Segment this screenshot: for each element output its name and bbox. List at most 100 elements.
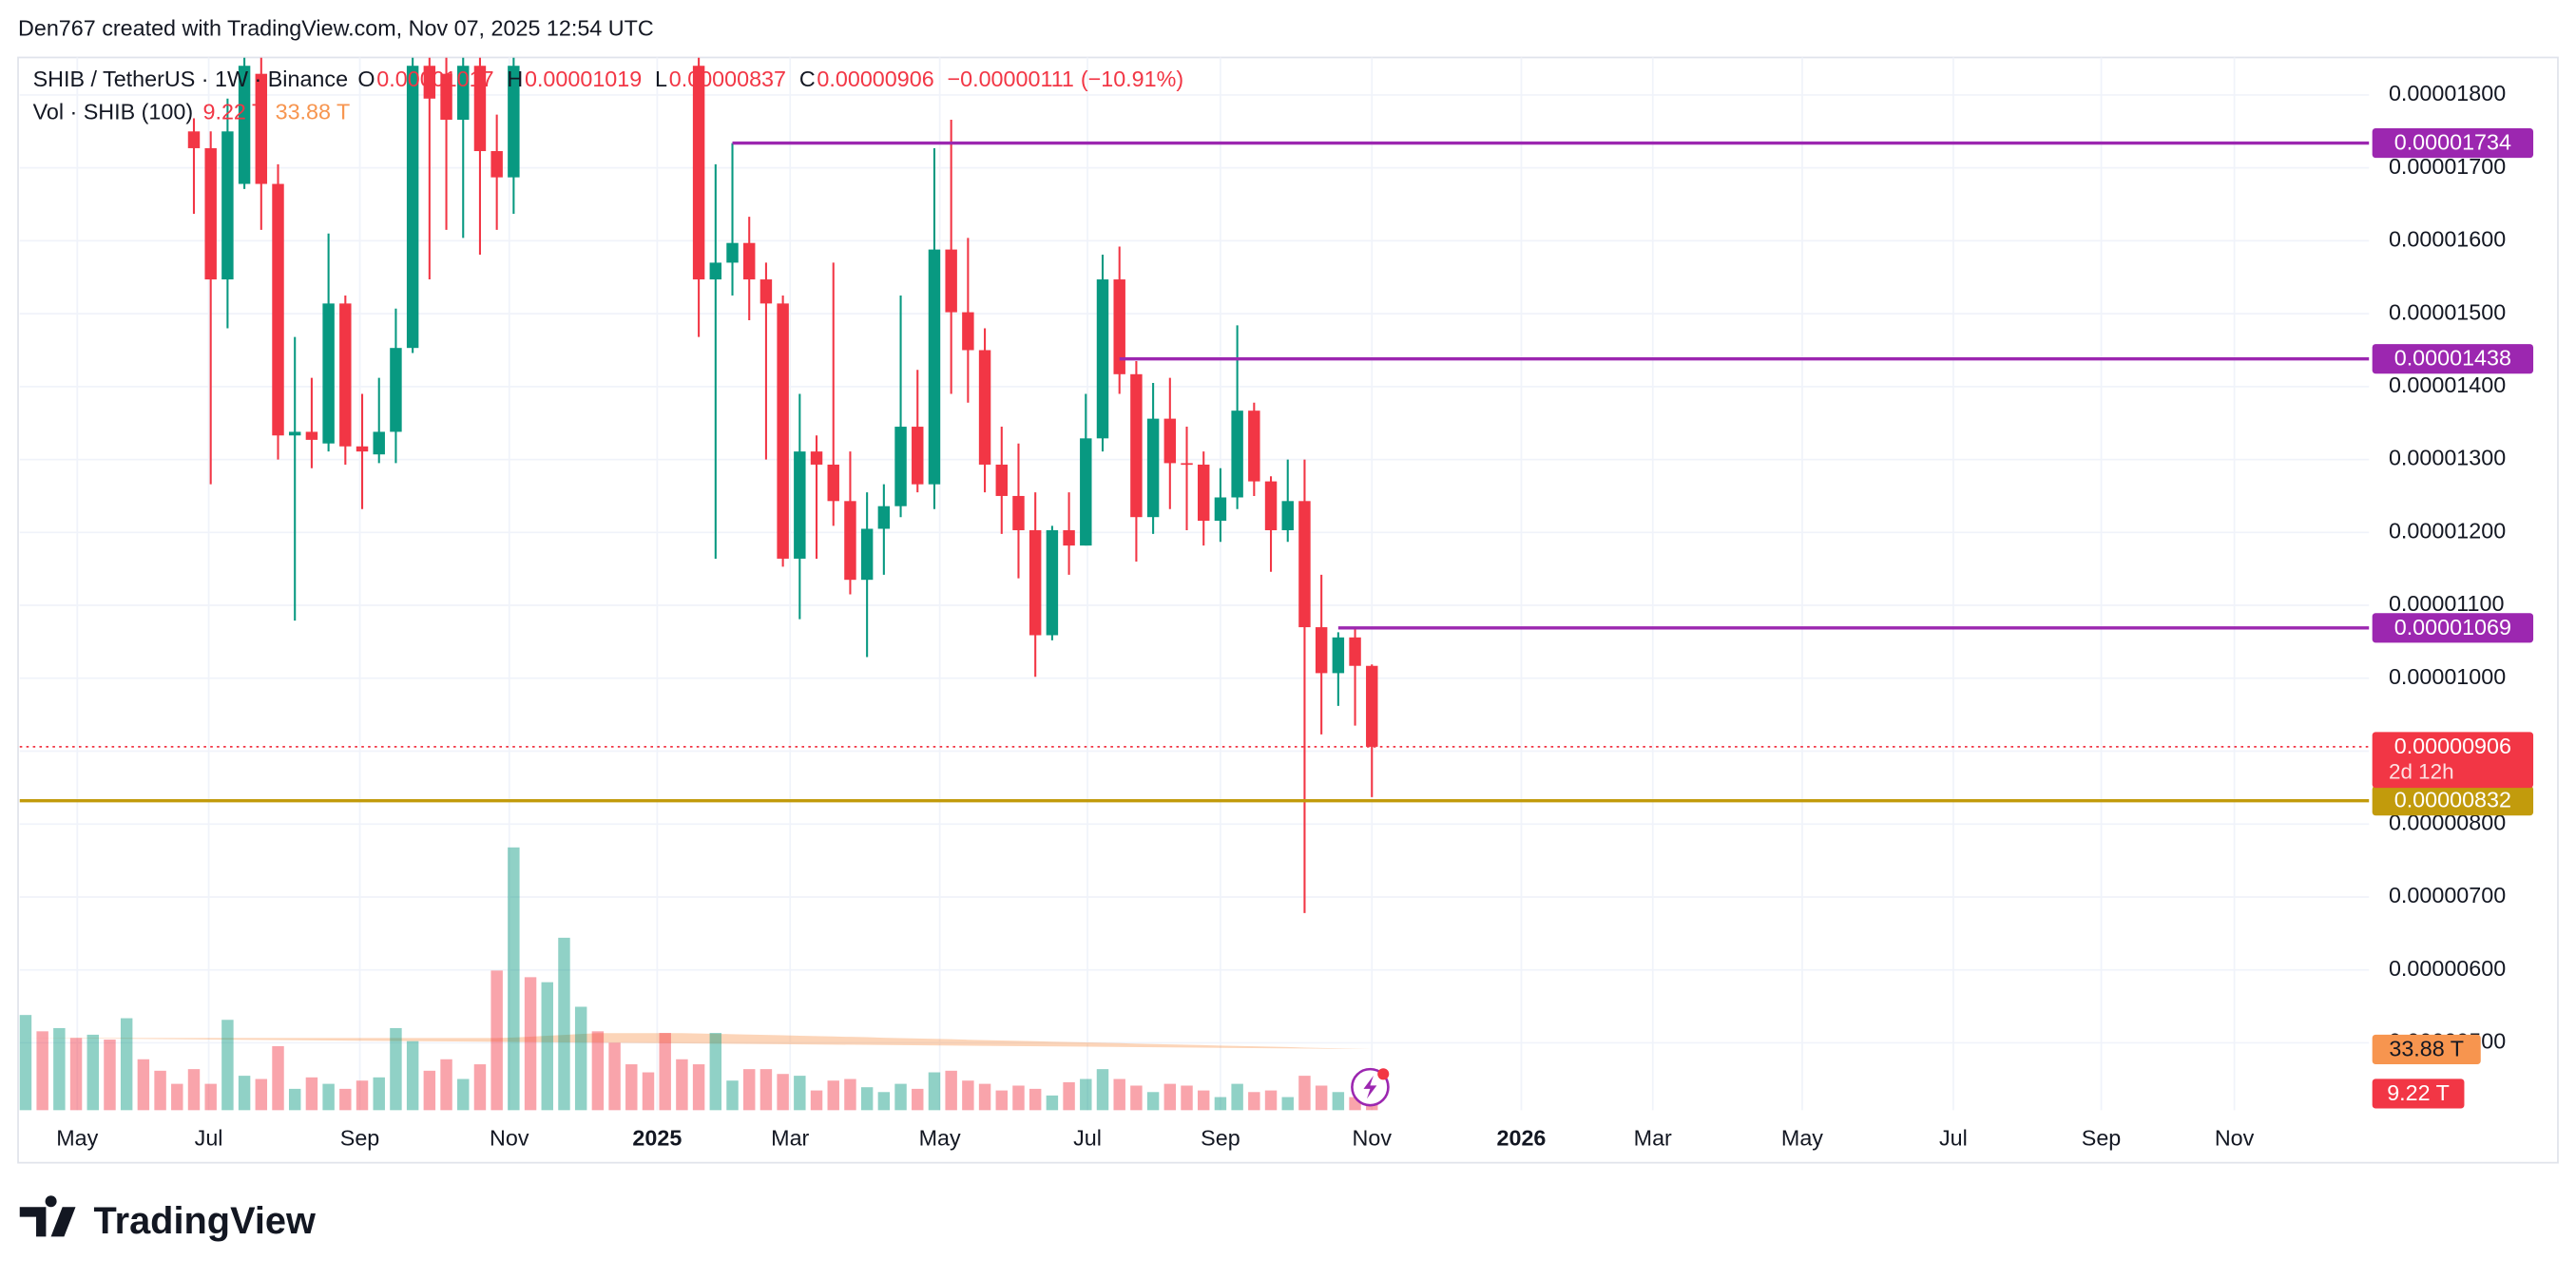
- candle-body: [221, 131, 234, 280]
- volume-bar: [1298, 1076, 1311, 1111]
- x-tick-label: Sep: [1201, 1126, 1240, 1151]
- replay-icon[interactable]: [1351, 1067, 1390, 1107]
- candle-body: [1248, 410, 1260, 482]
- candle-body: [322, 303, 335, 444]
- ohlc-value: 0.00001017: [376, 67, 493, 91]
- volume-bar: [912, 1088, 924, 1111]
- volume-bar: [978, 1083, 991, 1111]
- volume-bar: [1130, 1085, 1143, 1111]
- candle-body: [1281, 501, 1294, 531]
- volume-bar: [1315, 1085, 1328, 1111]
- volume-bar: [1264, 1090, 1278, 1111]
- volume-bar: [794, 1076, 806, 1111]
- ohlc-name: L: [655, 67, 667, 91]
- volume-bar: [1080, 1079, 1092, 1111]
- ohlc-name: C: [799, 67, 816, 91]
- volume-bar: [322, 1083, 335, 1111]
- volume-bar: [390, 1027, 402, 1111]
- volume-bar: [305, 1077, 318, 1111]
- logo[interactable]: TradingView: [19, 1195, 316, 1242]
- ohlc-name: O: [357, 67, 375, 91]
- volume-bar: [440, 1059, 452, 1111]
- volume-bar: [1214, 1097, 1227, 1111]
- volume-bar: [777, 1074, 789, 1111]
- candle-body: [709, 262, 722, 280]
- volume-bar: [1181, 1085, 1193, 1111]
- candle-body: [1012, 495, 1025, 531]
- brand: TradingView: [94, 1200, 316, 1242]
- candle-body: [1028, 530, 1042, 636]
- candle-body: [962, 312, 974, 351]
- x-tick-label: Sep: [340, 1126, 380, 1151]
- candle-body: [457, 66, 470, 121]
- candle-body: [995, 464, 1008, 496]
- volume-bar: [373, 1077, 385, 1111]
- candle-body: [423, 66, 436, 99]
- volume-bar: [945, 1070, 957, 1111]
- volume-bar: [1146, 1092, 1160, 1111]
- volume-bar: [1113, 1079, 1125, 1111]
- last-price-label: 0.00000906: [2394, 734, 2511, 758]
- volume-bar: [1028, 1088, 1042, 1111]
- volume-bar: [1096, 1069, 1109, 1111]
- x-tick-label: Jul: [1939, 1126, 1968, 1151]
- candle-body: [1214, 497, 1227, 522]
- volume-bar: [204, 1083, 217, 1111]
- x-tick-label: 2026: [1497, 1126, 1547, 1151]
- level-box: [2372, 786, 2534, 816]
- y-tick-label: 0.00001800: [2389, 81, 2506, 105]
- x-tick-label: Sep: [2082, 1126, 2122, 1151]
- volume-box: [2372, 1079, 2465, 1109]
- x-tick-label: 2025: [632, 1126, 682, 1151]
- volume-bar: [574, 1006, 587, 1111]
- candle-body: [978, 350, 991, 465]
- candle-body: [373, 431, 385, 455]
- ohlc-value: 0.00000837: [669, 67, 786, 91]
- candle-body: [827, 464, 839, 502]
- candle-body: [1080, 438, 1092, 546]
- volume-bar: [877, 1092, 891, 1111]
- volume-bar: [1281, 1097, 1294, 1111]
- volume-bar: [1231, 1083, 1243, 1111]
- volume-bar: [87, 1034, 99, 1111]
- volume-bar: [709, 1033, 722, 1111]
- candle-body: [490, 151, 503, 178]
- candle-body: [238, 66, 251, 184]
- volume-bar: [187, 1069, 201, 1111]
- x-tick-label: Nov: [1353, 1126, 1393, 1151]
- volume-bar: [406, 1040, 419, 1111]
- candle-body: [1063, 530, 1075, 546]
- volume-bar: [1198, 1090, 1210, 1111]
- y-tick-label: 0.00001300: [2389, 446, 2506, 470]
- candle-body: [844, 501, 856, 581]
- y-tick-label: 0.00000600: [2389, 956, 2506, 981]
- volume-ma-legend-value: 33.88 T: [276, 99, 351, 124]
- volume-ma-box: [2372, 1034, 2481, 1064]
- volume-bar: [759, 1069, 773, 1111]
- volume-bar: [995, 1090, 1008, 1111]
- x-tick-label: Nov: [490, 1126, 529, 1151]
- volume-bar: [692, 1064, 705, 1111]
- volume-bar: [625, 1064, 638, 1111]
- candle-body: [945, 249, 957, 313]
- candle-body: [1113, 279, 1125, 374]
- x-tick-label: Mar: [1634, 1126, 1672, 1151]
- y-tick-label: 0.00001400: [2389, 372, 2506, 397]
- candle-body: [1096, 279, 1109, 439]
- x-tick-label: Jul: [195, 1126, 223, 1151]
- volume-bar: [558, 937, 570, 1111]
- attribution: Den767 created with TradingView.com, Nov…: [18, 15, 654, 40]
- volume-bar: [120, 1018, 133, 1111]
- volume-bar: [356, 1080, 369, 1111]
- level-box: [2372, 613, 2534, 643]
- candle-body: [1181, 463, 1193, 466]
- volume-label: 9.22 T: [2387, 1080, 2450, 1105]
- y-tick-label: 0.00001000: [2389, 664, 2506, 689]
- candle-body: [810, 451, 823, 465]
- candle-body: [1298, 501, 1311, 628]
- candle-body: [255, 73, 268, 184]
- candle-body: [912, 427, 924, 485]
- volume-bar: [171, 1083, 183, 1111]
- volume-bar: [508, 847, 520, 1111]
